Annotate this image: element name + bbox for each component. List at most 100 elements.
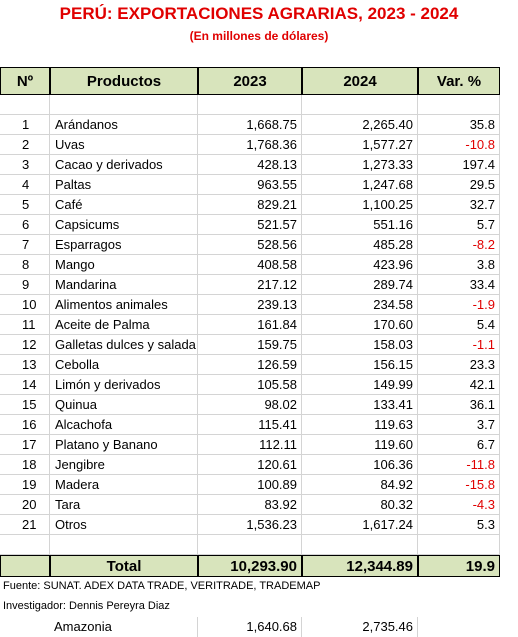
column-header: Productos: [50, 67, 198, 95]
product-name: Tara: [50, 495, 198, 515]
value-cell: 105.58: [198, 375, 302, 395]
product-name: Alcachofa: [50, 415, 198, 435]
row-number: 1: [0, 115, 50, 135]
empty-cell: [198, 95, 302, 115]
source: Fuente: SUNAT. ADEX DATA TRADE, VERITRAD…: [3, 580, 321, 592]
row-number: 7: [0, 235, 50, 255]
row-number: 12: [0, 335, 50, 355]
empty-cell: [302, 535, 418, 555]
product-name: Platano y Banano: [50, 435, 198, 455]
value-cell: 83.92: [198, 495, 302, 515]
value-cell: 133.41: [302, 395, 418, 415]
row-number: 2: [0, 135, 50, 155]
value-cell: 1,577.27: [302, 135, 418, 155]
researcher: Investigador: Dennis Pereyra Diaz: [3, 600, 170, 612]
product-name: Otros: [50, 515, 198, 535]
value-cell: 112.11: [198, 435, 302, 455]
row-number: 18: [0, 455, 50, 475]
product-name: Limón y derivados: [50, 375, 198, 395]
value-cell: 36.1: [418, 395, 500, 415]
value-cell: 159.75: [198, 335, 302, 355]
amazonia-cell: 1,640.68: [198, 617, 302, 637]
total-value: 19.9: [418, 555, 500, 577]
value-cell: 6.7: [418, 435, 500, 455]
total-spacer: [0, 555, 50, 577]
value-cell: 156.15: [302, 355, 418, 375]
value-cell: 1,668.75: [198, 115, 302, 135]
row-number: 6: [0, 215, 50, 235]
value-cell: 42.1: [418, 375, 500, 395]
value-cell: 115.41: [198, 415, 302, 435]
row-number: 5: [0, 195, 50, 215]
row-number: 21: [0, 515, 50, 535]
value-cell: 33.4: [418, 275, 500, 295]
product-name: Arándanos: [50, 115, 198, 135]
value-cell: 423.96: [302, 255, 418, 275]
value-cell: 35.8: [418, 115, 500, 135]
row-number: 17: [0, 435, 50, 455]
value-cell: 84.92: [302, 475, 418, 495]
value-cell: -10.8: [418, 135, 500, 155]
product-name: Cebolla: [50, 355, 198, 375]
value-cell: 170.60: [302, 315, 418, 335]
value-cell: 149.99: [302, 375, 418, 395]
value-cell: 3.7: [418, 415, 500, 435]
row-number: 10: [0, 295, 50, 315]
product-name: Jengibre: [50, 455, 198, 475]
value-cell: 234.58: [302, 295, 418, 315]
value-cell: 3.8: [418, 255, 500, 275]
row-number: 14: [0, 375, 50, 395]
row-number: 16: [0, 415, 50, 435]
row-number: 13: [0, 355, 50, 375]
empty-cell: [50, 535, 198, 555]
product-name: Galletas dulces y salada: [50, 335, 198, 355]
product-name: Uvas: [50, 135, 198, 155]
value-cell: 158.03: [302, 335, 418, 355]
product-name: Aceite de Palma: [50, 315, 198, 335]
row-number: 3: [0, 155, 50, 175]
product-name: Café: [50, 195, 198, 215]
value-cell: 106.36: [302, 455, 418, 475]
value-cell: 197.4: [418, 155, 500, 175]
product-name: Mandarina: [50, 275, 198, 295]
value-cell: 1,536.23: [198, 515, 302, 535]
value-cell: 1,273.33: [302, 155, 418, 175]
value-cell: 289.74: [302, 275, 418, 295]
row-number: 11: [0, 315, 50, 335]
value-cell: 963.55: [198, 175, 302, 195]
row-number: 9: [0, 275, 50, 295]
value-cell: 408.58: [198, 255, 302, 275]
value-cell: 23.3: [418, 355, 500, 375]
value-cell: 521.57: [198, 215, 302, 235]
value-cell: -1.9: [418, 295, 500, 315]
empty-cell: [0, 95, 50, 115]
total-value: 10,293.90: [198, 555, 302, 577]
column-header: Var. %: [418, 67, 500, 95]
total-label: Total: [50, 555, 198, 577]
value-cell: 829.21: [198, 195, 302, 215]
column-header: Nº: [0, 67, 50, 95]
row-number: 20: [0, 495, 50, 515]
value-cell: 1,247.68: [302, 175, 418, 195]
value-cell: 217.12: [198, 275, 302, 295]
value-cell: 119.63: [302, 415, 418, 435]
product-name: Cacao y derivados: [50, 155, 198, 175]
product-name: Paltas: [50, 175, 198, 195]
value-cell: 2,265.40: [302, 115, 418, 135]
value-cell: -15.8: [418, 475, 500, 495]
value-cell: 161.84: [198, 315, 302, 335]
product-name: Madera: [50, 475, 198, 495]
value-cell: 126.59: [198, 355, 302, 375]
product-name: Mango: [50, 255, 198, 275]
value-cell: 29.5: [418, 175, 500, 195]
subtitle: (En millones de dólares): [189, 29, 329, 43]
empty-cell: [418, 95, 500, 115]
product-name: Esparragos: [50, 235, 198, 255]
empty-cell: [0, 535, 50, 555]
value-cell: 32.7: [418, 195, 500, 215]
column-header: 2023: [198, 67, 302, 95]
amazonia-cell: 2,735.46: [302, 617, 418, 637]
value-cell: 428.13: [198, 155, 302, 175]
value-cell: -4.3: [418, 495, 500, 515]
